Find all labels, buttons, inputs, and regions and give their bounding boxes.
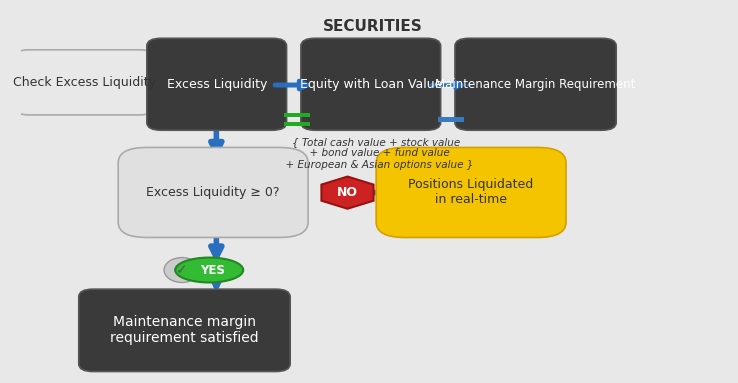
Text: SECURITIES: SECURITIES <box>323 19 422 34</box>
Ellipse shape <box>175 258 244 283</box>
Ellipse shape <box>164 258 200 283</box>
Text: { Total cash value + stock value
  + bond value + fund value
  + European & Asia: { Total cash value + stock value + bond … <box>279 137 473 170</box>
FancyBboxPatch shape <box>79 289 290 372</box>
Text: Maintenance margin
requirement satisfied: Maintenance margin requirement satisfied <box>110 315 259 345</box>
FancyBboxPatch shape <box>455 38 616 130</box>
FancyBboxPatch shape <box>284 122 310 126</box>
Text: Check Excess Liquidity: Check Excess Liquidity <box>13 76 156 89</box>
Text: Positions Liquidated
in real-time: Positions Liquidated in real-time <box>408 178 534 206</box>
Text: Equity with Loan Value: Equity with Loan Value <box>300 78 442 91</box>
Text: Maintenance Margin Requirement: Maintenance Margin Requirement <box>435 78 635 91</box>
Text: Excess Liquidity: Excess Liquidity <box>167 78 267 91</box>
FancyBboxPatch shape <box>301 38 441 130</box>
Text: ✓: ✓ <box>176 263 187 277</box>
FancyBboxPatch shape <box>118 147 308 237</box>
Text: NO: NO <box>337 186 358 199</box>
FancyBboxPatch shape <box>14 50 154 115</box>
FancyBboxPatch shape <box>376 147 566 237</box>
Text: Excess Liquidity ≥ 0?: Excess Liquidity ≥ 0? <box>146 186 280 199</box>
FancyBboxPatch shape <box>284 113 310 117</box>
FancyBboxPatch shape <box>438 117 464 122</box>
Text: YES: YES <box>200 264 225 277</box>
FancyBboxPatch shape <box>147 38 286 130</box>
